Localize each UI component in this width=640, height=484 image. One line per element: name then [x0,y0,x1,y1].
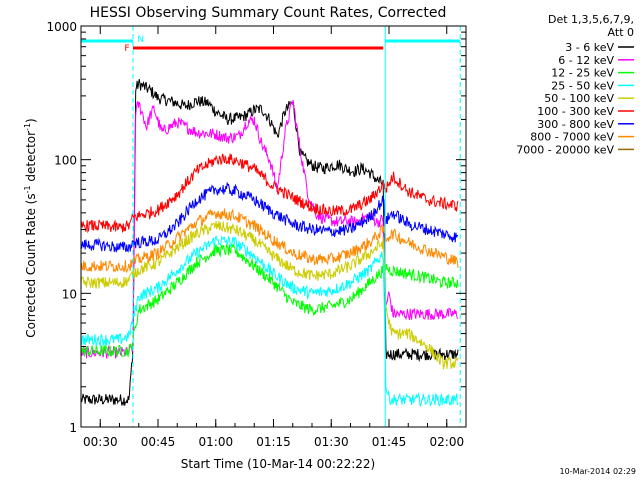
x-axis-label: Start Time (10-Mar-14 00:22:22) [181,457,375,471]
series-line-25-50-kev [80,234,459,407]
y-axis-label: Corrected Count Rate (s-1 detector-1) [23,118,38,337]
series-line-3-6-kev [80,79,459,406]
x-tick-label-0200: 02:00 [430,435,465,449]
legend-label-800-7000-kev: 800 - 7000 keV [530,131,614,144]
axes-layer: 00:30 00:45 01:00 01:15 01:30 01:45 02:00 1 10 10… [46,20,467,449]
series-line-300-800-kev [80,181,458,253]
legend-header-line-2: Att 0 [608,26,634,39]
x-tick-label-0030: 00:30 [83,435,118,449]
y-tick-label-1: 1 [69,421,77,435]
y-axis-label-sup2: -1 [23,123,32,131]
legend-label-3-6-kev: 3 - 6 keV [565,41,614,54]
x-tick-label-0130: 01:30 [314,435,349,449]
y-tick-label-10: 10 [62,287,77,301]
series-line-800-7000-kev [80,208,459,274]
legend-label-25-50-kev: 25 - 50 keV [551,79,614,92]
x-tick-label-0145: 01:45 [372,435,407,449]
x-tick-label-0100: 01:00 [199,435,234,449]
series-line-12-25-kev [80,243,459,358]
x-tick-label-0115: 01:15 [256,435,291,449]
y-axis-label-end: ) [24,118,38,123]
flag-n-label: N [137,35,144,45]
series-line-50-100-kev [80,220,459,370]
flag-f-label: F [124,44,129,54]
footer-date: 10-Mar-2014 02:29 [560,467,637,476]
legend-label-100-300-kev: 100 - 300 keV [537,105,614,118]
y-tick-label-100: 100 [54,154,77,168]
chart-title: HESSI Observing Summary Count Rates, Cor… [90,5,447,21]
y-axis-label-main: Corrected Count Rate (s [24,193,38,337]
legend-label-6-12-kev: 6 - 12 keV [558,54,614,67]
x-tick-label-0045: 00:45 [141,435,176,449]
series-line-6-12-kev [80,100,459,359]
y-axis-label-mid: detector [24,131,38,186]
legend-label-50-100-kev: 50 - 100 keV [544,92,614,105]
series-line-100-300-kev [80,153,459,234]
legend-label-7000-20000-kev: 7000 - 20000 keV [516,143,614,156]
legend-header-line-1: Det 1,3,5,6,7,9, [548,13,634,26]
legend-label-12-25-kev: 12 - 25 keV [551,67,614,80]
legend-label-300-800-kev: 300 - 800 keV [537,118,614,131]
y-tick-label-1000: 1000 [46,20,77,34]
y-axis-label-sup1: -1 [23,185,32,193]
